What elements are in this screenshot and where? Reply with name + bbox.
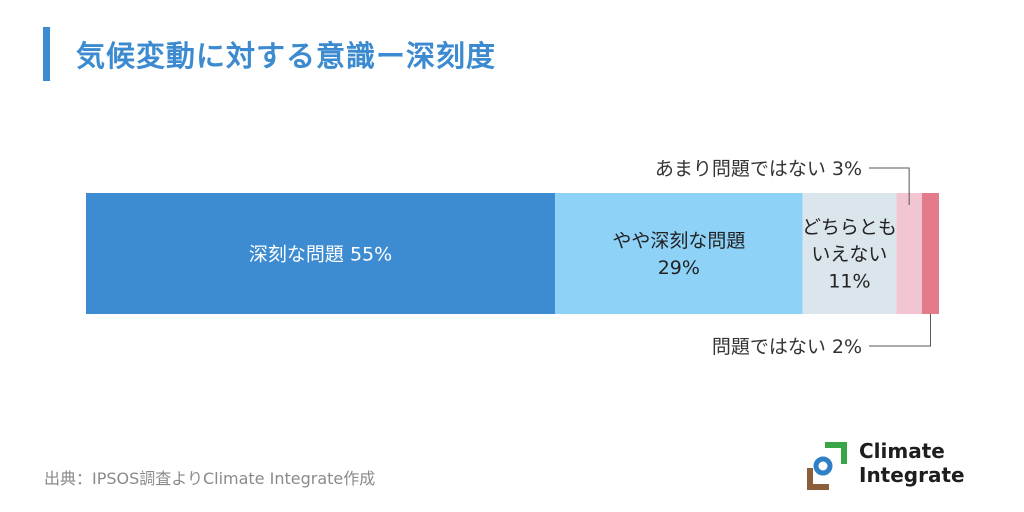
bar-segment-2 — [555, 193, 803, 314]
segment-label-3-line-1: どちらとも — [802, 217, 897, 239]
title-accent-bar — [43, 27, 50, 81]
bar-segment-4 — [896, 193, 922, 314]
bar-segment-1 — [86, 193, 556, 314]
callout-leader-line-2 — [869, 314, 931, 347]
callout-label-1: あまり問題ではない 3% — [655, 158, 862, 180]
source-note: 出典：IPSOS調査よりClimate Integrate作成 — [44, 469, 376, 488]
callout-label-2: 問題ではない 2% — [712, 336, 862, 358]
bar-segment-5 — [921, 193, 939, 314]
segment-label-2-line-1: やや深刻な問題 — [612, 230, 745, 252]
callout-2: 問題ではない 2% — [712, 314, 931, 358]
segment-label-3-line-2: いえない — [811, 244, 887, 266]
logo-text: Climate Integrate — [859, 439, 965, 487]
logo-mark-icon — [807, 442, 847, 490]
bar-segment-3 — [802, 193, 897, 314]
segment-label-1-line-1: 深刻な問題 55% — [249, 244, 392, 266]
segment-label-3-line-3: 11% — [828, 271, 870, 293]
callout-1: あまり問題ではない 3% — [655, 158, 910, 205]
callout-leader-line-1 — [869, 167, 910, 205]
page-title: 気候変動に対する意識ー深刻度 — [76, 39, 497, 73]
segment-label-2-line-2: 29% — [658, 257, 700, 279]
climate-integrate-logo: Climate Integrate — [803, 438, 993, 492]
logo-line-1: Climate — [859, 439, 945, 463]
logo-line-2: Integrate — [859, 463, 965, 487]
